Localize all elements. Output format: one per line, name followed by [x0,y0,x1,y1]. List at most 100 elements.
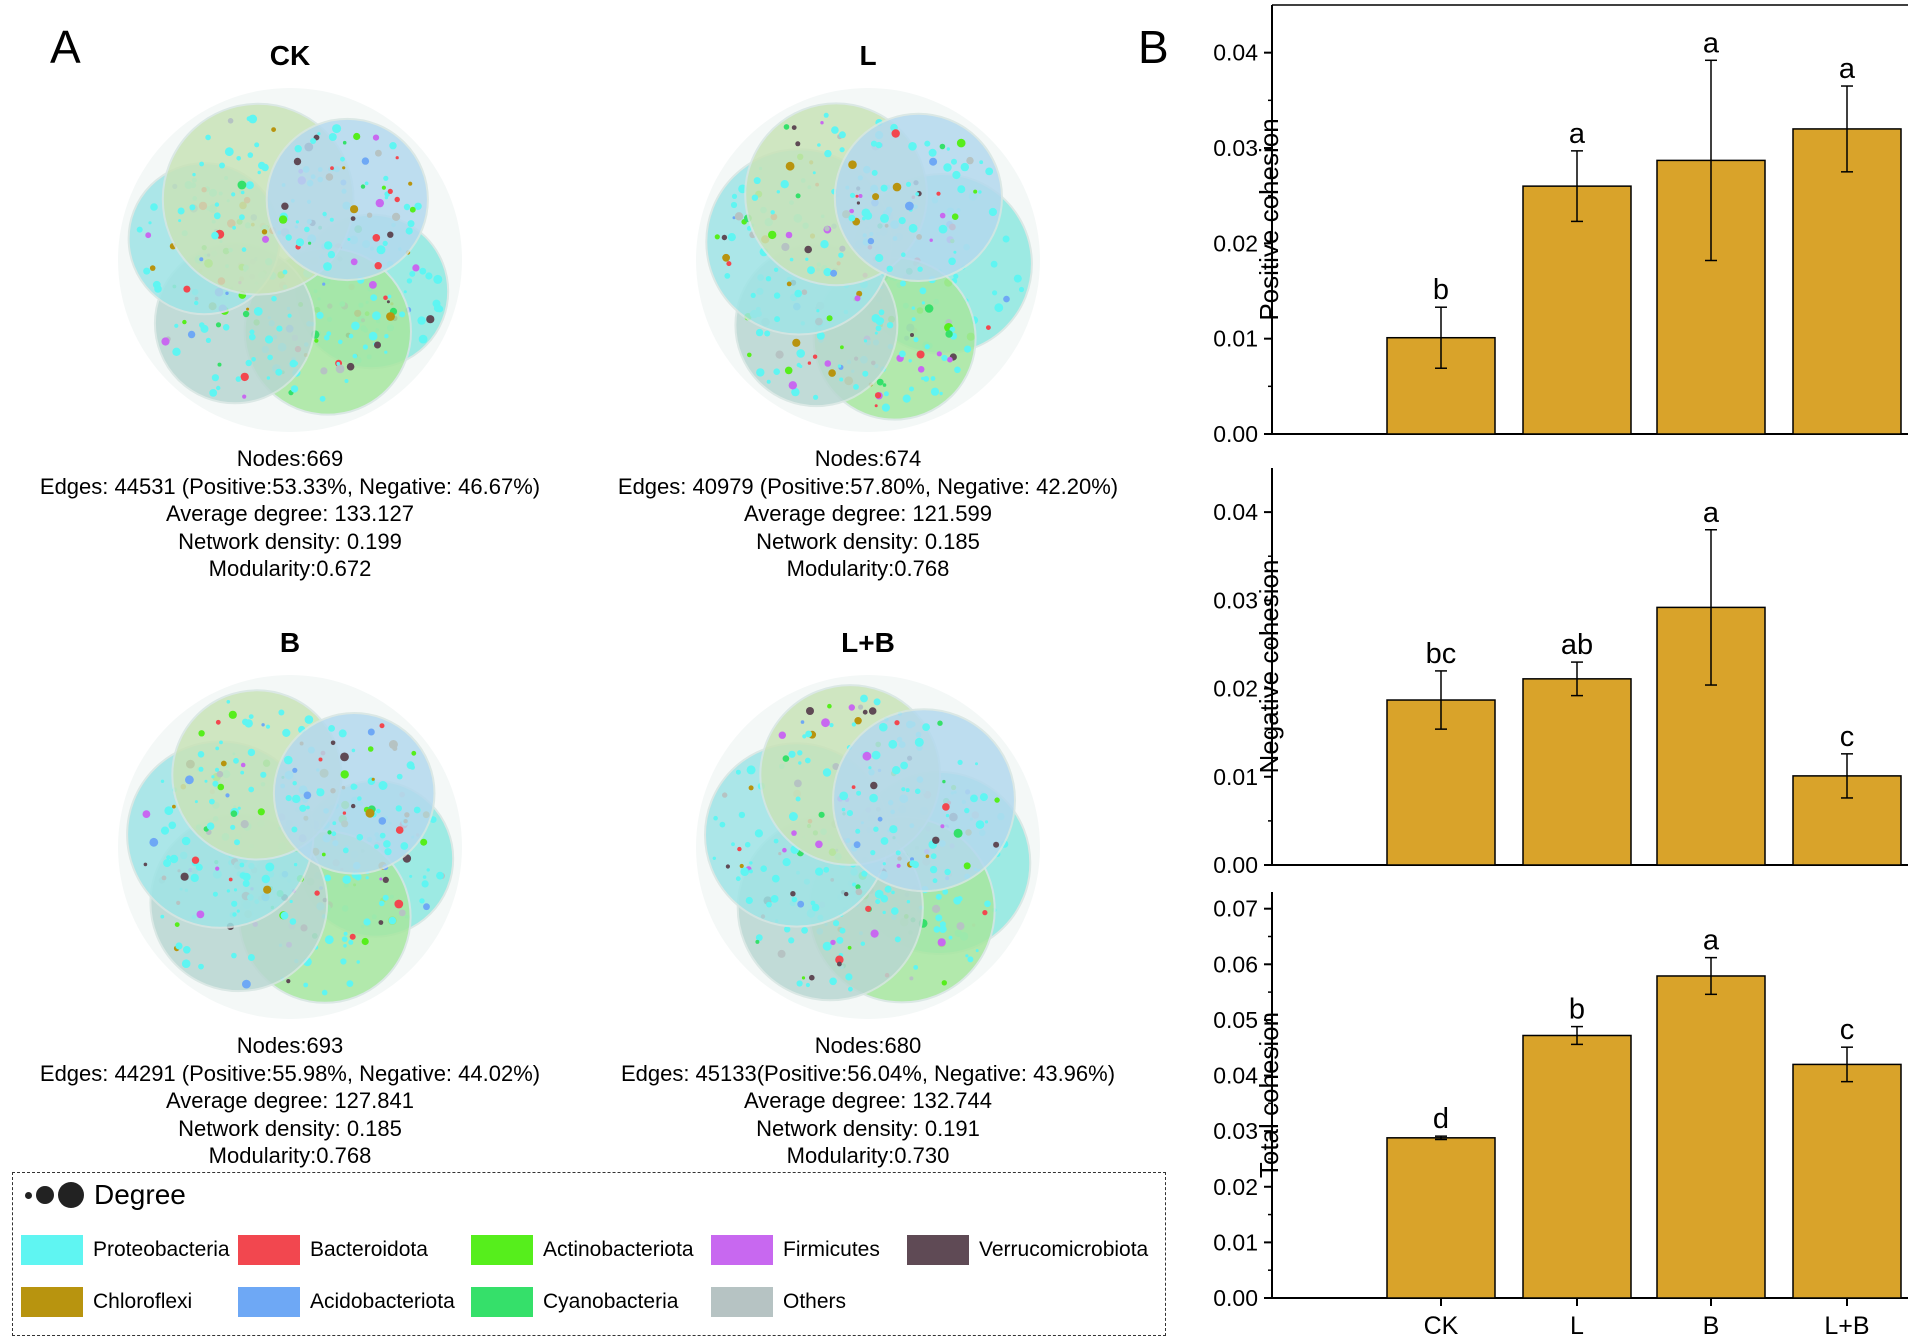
network-node [271,127,276,132]
network-node [340,958,347,965]
network-node [881,403,890,412]
network-node [257,170,261,175]
network-node [963,862,971,870]
network-modules [705,102,1033,421]
network-node [938,224,948,234]
network-node [855,828,861,834]
network-modules [127,102,450,416]
bar-chart-3: 0.00 0.01 0.02 0.03 0.04 0.05 0.06 0.07 Total co… [1213,892,1908,1340]
network-node [351,321,360,331]
network-graph-b [118,675,462,1019]
network-node [348,333,354,339]
network-node [807,266,815,275]
network-node [347,237,351,241]
network-node [764,330,771,337]
network-node [239,862,245,868]
network-node [245,181,254,190]
network-node [361,157,370,165]
network-node [785,161,795,171]
network-node [215,866,220,871]
network-node [222,324,230,331]
network-node [386,300,390,304]
network-node [739,863,744,869]
network-node [233,757,239,764]
network-node [945,330,953,338]
network-average-degree: Average degree: 132.744 [744,1088,992,1113]
y-tick-label: 0.01 [1213,764,1258,790]
network-node [756,368,765,377]
network-title: CK [269,40,311,71]
significance-letter: a [1703,497,1720,529]
network-node [771,874,780,883]
network-node [160,826,170,835]
network-node [292,794,301,804]
network-node [863,339,868,343]
significance-letter: a [1703,27,1720,59]
network-node [237,806,241,810]
network-node [419,267,427,275]
network-node [365,876,369,880]
network-node [774,316,781,323]
network-node [964,807,970,814]
network-node [160,914,165,919]
network-node [211,775,215,779]
legend-swatch [711,1235,773,1265]
network-node [797,900,805,908]
network-node [833,920,840,927]
network-node [1003,295,1010,303]
network-node [848,160,857,169]
network-node [939,143,946,150]
network-node [942,888,949,895]
network-node [426,868,430,872]
network-node [951,213,959,220]
y-tick-label: 0.01 [1213,326,1258,352]
network-panel-b: B Nodes:693 Edges: 44291 (Positive:55.98… [0,627,580,1170]
network-node [839,245,846,252]
network-node [874,331,878,335]
network-node [382,876,389,883]
network-node [809,974,815,981]
network-node [816,309,820,313]
network-node [897,856,902,861]
network-node [372,311,381,321]
network-node [291,826,298,833]
network-node [366,212,373,218]
network-node [957,759,963,765]
legend-item-proteobacteria: Proteobacteria [21,1235,230,1265]
network-node [384,195,389,200]
network-nodes: Nodes:669 [236,446,344,471]
network-node [858,704,864,710]
network-node [336,361,340,366]
network-modules [704,684,1032,1004]
network-node [178,219,182,223]
network-node [827,703,832,709]
network-node [724,273,731,279]
network-node [316,788,325,797]
significance-letter: ab [1561,629,1593,661]
network-node [342,847,349,854]
network-node [973,189,978,194]
y-tick-label: 0.00 [1213,421,1258,447]
network-node [781,242,790,252]
network-node [372,234,381,242]
network-node [735,876,741,882]
network-node [384,848,392,856]
network-node [917,266,923,272]
network-node [204,779,208,783]
network-node [383,840,391,848]
x-tick-label: L+B [1824,1312,1869,1340]
legend-swatch [711,1287,773,1317]
network-node [228,710,237,719]
network-node [318,757,323,762]
network-node [921,376,925,381]
network-node [856,201,860,205]
y-tick-label: 0.02 [1213,230,1258,256]
network-node [873,826,879,832]
network-node [796,362,801,368]
network-node [374,341,381,349]
network-node [327,250,336,259]
network-node [902,394,911,403]
legend-swatch [21,1235,83,1265]
network-node [719,821,726,828]
network-node [939,921,946,928]
